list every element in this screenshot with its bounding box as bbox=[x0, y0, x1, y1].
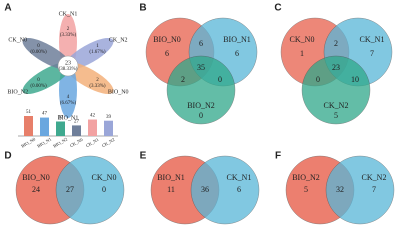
petal-percent: (1.67%) bbox=[89, 50, 106, 55]
set-circle bbox=[301, 55, 371, 125]
set-name: BIO_N0 bbox=[22, 173, 50, 182]
set-name: BIO_N0 bbox=[153, 35, 181, 44]
region-count: 0 bbox=[102, 185, 106, 194]
center-circle bbox=[57, 55, 79, 77]
panel: D BIO_N0 CK_N0 24 0 27 bbox=[4, 151, 125, 225]
petal-count: 0 bbox=[37, 44, 40, 49]
bar-value: 37 bbox=[58, 116, 64, 121]
set-name: CK_N2 bbox=[324, 101, 349, 110]
region-count: 10 bbox=[351, 75, 359, 84]
set-name: CK_N1 bbox=[227, 173, 252, 182]
petal-name: BIO_N1 bbox=[58, 115, 79, 121]
panel-label: E bbox=[140, 151, 147, 162]
bar-category: CK_N1 bbox=[85, 137, 100, 148]
set-name: CK_N2 bbox=[362, 173, 387, 182]
set-name: BIO_N1 bbox=[157, 173, 185, 182]
set-name: BIO_N2 bbox=[187, 101, 215, 110]
bar-value: 51 bbox=[26, 110, 32, 115]
petal-count: 2 bbox=[96, 78, 99, 83]
set-circle bbox=[166, 55, 236, 125]
center-percent: (38.33%) bbox=[59, 67, 78, 72]
petal-name: CK_N0 bbox=[8, 37, 27, 43]
bar-value: 39 bbox=[106, 115, 112, 120]
petal-count: 0 bbox=[37, 78, 40, 83]
bar-category: BIO_N0 bbox=[20, 136, 37, 148]
figure: ACK_N12(3.33%)CK_N21(1.67%)BIO_N02(3.33%… bbox=[4, 3, 395, 225]
panel: F BIO_N2 CK_N2 5 7 32 bbox=[275, 151, 395, 225]
panel: B BIO_N0 BIO_N1 BIO_N2 6 6 0 6 2 0 35 bbox=[139, 3, 258, 125]
bar bbox=[24, 116, 33, 136]
bar-category: BIO_N2 bbox=[52, 137, 68, 149]
bar-value: 42 bbox=[90, 114, 96, 119]
petal-percent: (3.33%) bbox=[89, 84, 106, 89]
panel-label: B bbox=[139, 3, 146, 14]
set-circle bbox=[325, 155, 395, 225]
bar bbox=[56, 121, 65, 136]
bar-category: CK_N2 bbox=[101, 137, 116, 148]
region-count: 27 bbox=[66, 185, 74, 194]
set-name: CK_N0 bbox=[92, 173, 117, 182]
region-count: 5 bbox=[334, 111, 338, 120]
set-name: CK_N1 bbox=[360, 35, 385, 44]
region-count: 32 bbox=[336, 185, 344, 194]
region-count: 23 bbox=[332, 63, 340, 72]
set-circle bbox=[55, 155, 125, 225]
petal-count: 2 bbox=[67, 27, 70, 32]
petal-name: BIO_N0 bbox=[108, 89, 129, 95]
petal-percent: (3.33%) bbox=[60, 33, 77, 38]
petal-count: 1 bbox=[96, 44, 99, 49]
bar-category: BIO_N1 bbox=[36, 137, 52, 149]
petal-name: CK_N1 bbox=[59, 11, 78, 17]
panel-label: F bbox=[275, 151, 281, 162]
bar bbox=[72, 125, 81, 136]
petal-count: 4 bbox=[67, 95, 70, 100]
region-count: 5 bbox=[304, 185, 308, 194]
region-count: 7 bbox=[372, 185, 376, 194]
panel: ACK_N12(3.33%)CK_N21(1.67%)BIO_N02(3.33%… bbox=[4, 3, 128, 149]
bar-category: CK_N0 bbox=[69, 137, 84, 149]
bar bbox=[88, 119, 97, 136]
bar bbox=[40, 117, 49, 136]
region-count: 1 bbox=[300, 49, 304, 58]
bar-value: 47 bbox=[42, 112, 48, 117]
region-count: 24 bbox=[32, 185, 40, 194]
set-name: BIO_N2 bbox=[292, 173, 320, 182]
bar bbox=[104, 120, 113, 136]
petal-name: CK_N2 bbox=[109, 37, 128, 43]
bar-value: 27 bbox=[74, 120, 80, 125]
petal-percent: (6.67%) bbox=[60, 101, 77, 106]
region-count: 2 bbox=[181, 75, 185, 84]
region-count: 6 bbox=[165, 49, 169, 58]
set-name: CK_N0 bbox=[290, 35, 315, 44]
petal-percent: (0.00%) bbox=[30, 84, 47, 89]
panel-label: C bbox=[274, 3, 281, 14]
region-count: 11 bbox=[167, 185, 175, 194]
region-count: 36 bbox=[201, 185, 209, 194]
region-count: 35 bbox=[197, 63, 205, 72]
petal-name: BIO_N2 bbox=[7, 89, 28, 95]
region-count: 7 bbox=[370, 49, 374, 58]
region-count: 6 bbox=[199, 39, 203, 48]
petal-percent: (0.00%) bbox=[30, 50, 47, 55]
region-count: 0 bbox=[316, 75, 320, 84]
center-count: 23 bbox=[65, 60, 71, 66]
set-circle bbox=[190, 155, 260, 225]
panel: E BIO_N1 CK_N1 11 6 36 bbox=[140, 151, 260, 225]
region-count: 6 bbox=[235, 49, 239, 58]
page: A CK_N1 2 (3.33%) CK_N2 1 (1.67%) BIO_N0 2 (3.33%… bbox=[4, 2, 395, 225]
region-count: 0 bbox=[218, 75, 222, 84]
region-count: 6 bbox=[237, 185, 241, 194]
panel-label: D bbox=[4, 151, 11, 162]
panel-label: A bbox=[4, 3, 11, 14]
region-count: 2 bbox=[334, 39, 338, 48]
panel: C CK_N0 CK_N1 CK_N2 1 7 5 2 0 10 23 bbox=[274, 3, 393, 125]
set-name: BIO_N1 bbox=[223, 35, 251, 44]
region-count: 0 bbox=[199, 111, 203, 120]
